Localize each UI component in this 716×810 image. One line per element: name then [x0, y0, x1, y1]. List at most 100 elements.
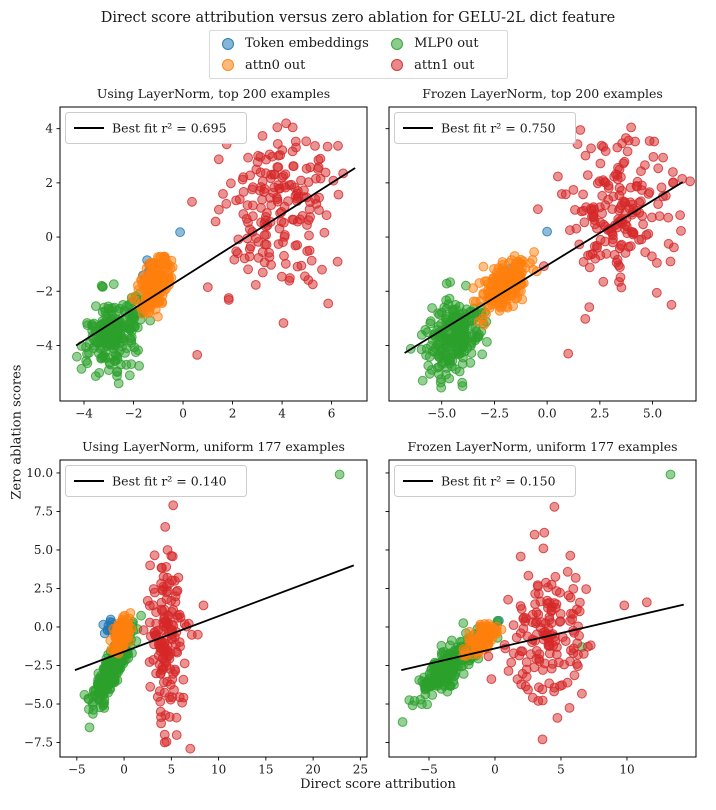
scatter-point: [255, 167, 266, 178]
scatter-point: [317, 264, 327, 275]
scatter-point: [612, 142, 623, 153]
scatter-point: [530, 618, 541, 629]
scatter-point: [421, 683, 432, 694]
scatter-point: [156, 597, 167, 608]
scatter-point: [185, 743, 196, 754]
scatter-point: [221, 198, 232, 209]
legend-item-attn1-out[interactable]: attn1 out: [391, 58, 501, 73]
scatter-point: [187, 196, 197, 207]
scatter-point: [287, 146, 298, 157]
y-tick-label: −5.0: [24, 697, 53, 711]
scatter-point: [297, 211, 308, 221]
y-tick-label: 0.0: [34, 620, 53, 634]
scatter-point: [634, 234, 644, 245]
x-tick-label: 15: [258, 763, 273, 777]
scatter-point: [101, 661, 112, 672]
scatter-point: [573, 661, 583, 672]
scatter-point: [523, 570, 534, 581]
scatter-point: [597, 208, 607, 219]
scatter-point: [573, 649, 583, 660]
scatter-point: [417, 375, 428, 386]
series-points-attn1-out: [187, 118, 349, 360]
scatter-point: [306, 255, 317, 266]
scatter-point: [452, 334, 463, 345]
subplot-title: Frozen LayerNorm, uniform 177 examples: [407, 439, 677, 454]
scatter-point: [430, 678, 441, 689]
x-tick-label: −5: [420, 763, 438, 777]
scatter-point: [666, 299, 677, 310]
legend-item-token-embeddings[interactable]: Token embeddings: [222, 36, 391, 51]
axis-ticks: [385, 128, 654, 405]
scatter-point: [231, 195, 242, 206]
scatter-point: [641, 597, 652, 608]
scatter-point: [614, 205, 624, 216]
subplot-legend[interactable]: Best fit r² = 0.695: [65, 112, 247, 144]
scatter-point: [668, 167, 678, 177]
subplot-legend-box: [65, 465, 247, 497]
plot-area-content: [404, 122, 695, 393]
scatter-point: [99, 671, 110, 682]
scatter-point: [582, 170, 593, 181]
subplot-using-layernorm-top-200: Using LayerNorm, top 200 examples −4 −2 0 2 4…: [35, 86, 368, 421]
y-tick-label: 5.0: [34, 543, 53, 557]
scatter-point: [424, 351, 435, 362]
scatter-point: [576, 206, 587, 217]
scatter-point: [555, 616, 566, 627]
x-tick-label: 20: [305, 763, 320, 777]
x-tick-label: −2: [125, 407, 143, 421]
subplot-legend[interactable]: Best fit r² = 0.140: [65, 465, 247, 497]
scatter-point: [482, 276, 492, 287]
legend-marker-icon: [391, 37, 404, 50]
axis-ticks: [56, 472, 361, 761]
figure-legend: Token embeddings attn0 out MLP0 out attn1 o…: [209, 30, 508, 79]
scatter-point: [653, 163, 664, 174]
legend-item-attn0-out[interactable]: attn0 out: [222, 58, 391, 73]
scatter-point: [505, 276, 516, 286]
scatter-point: [648, 152, 659, 162]
legend-item-label: attn0 out: [245, 57, 306, 73]
best-fit-line: [401, 603, 684, 671]
scatter-point: [514, 650, 525, 661]
scatter-point: [615, 240, 626, 251]
series-points-attn0-out: [468, 247, 542, 330]
scatter-point: [109, 677, 120, 688]
scatter-point: [307, 279, 318, 290]
x-tick-label: −4: [75, 407, 93, 421]
scatter-point: [563, 348, 574, 359]
scatter-point: [438, 357, 449, 368]
legend-item-label: MLP0 out: [414, 36, 479, 52]
scatter-point: [568, 584, 579, 594]
x-tick-label: 5: [168, 763, 176, 777]
scatter-point: [626, 226, 637, 237]
legend-item-mlp0-out[interactable]: MLP0 out: [391, 36, 501, 51]
scatter-point: [595, 158, 606, 169]
x-tick-label: 0: [120, 763, 128, 777]
scatter-point: [562, 566, 573, 577]
series-points-attn1-out: [533, 122, 695, 359]
scatter-point: [669, 242, 679, 253]
scatter-point: [483, 651, 494, 662]
scatter-point: [333, 189, 344, 200]
subplot-legend[interactable]: Best fit r² = 0.150: [394, 465, 576, 497]
scatter-point: [259, 257, 270, 268]
subplot-legend[interactable]: Best fit r² = 0.750: [394, 112, 576, 144]
y-tick-label: −7.5: [24, 736, 53, 750]
scatter-point: [332, 256, 343, 267]
scatter-point: [160, 522, 171, 532]
scatter-point: [448, 676, 459, 687]
scatter-point: [264, 247, 275, 258]
scatter-point: [552, 713, 563, 723]
series-points-mlp0-out: [79, 469, 345, 733]
scatter-point: [652, 258, 662, 268]
subplot-legend-box: [394, 112, 576, 144]
scatter-point: [553, 171, 563, 182]
scatter-point: [315, 153, 326, 164]
series-points-mlp0-out: [72, 279, 162, 389]
scatter-point: [301, 136, 312, 147]
x-axis-label: Direct score attribution: [300, 777, 456, 792]
scatter-point: [473, 634, 484, 644]
x-tick-label: 4: [278, 407, 286, 421]
scatter-point: [568, 609, 578, 619]
scatter-point: [145, 560, 156, 571]
scatter-point: [495, 302, 506, 313]
